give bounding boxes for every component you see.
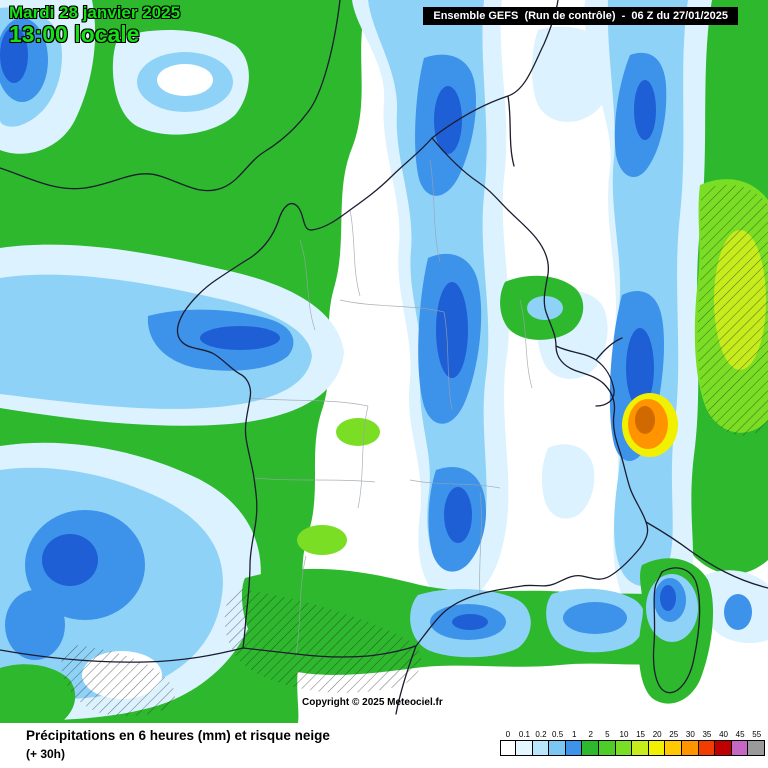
- legend-color-swatch: [531, 740, 550, 756]
- legend-color-swatch: [697, 740, 716, 756]
- legend-value: 2: [588, 730, 593, 739]
- legend-value: 40: [719, 730, 728, 739]
- legend-color-swatch: [747, 740, 765, 756]
- weather-map: [0, 0, 768, 723]
- legend-value: 45: [735, 730, 745, 739]
- copyright-notice: Copyright © 2025 Meteociel.fr: [302, 697, 443, 708]
- legend-value: 0: [505, 730, 511, 739]
- date-overlay: Mardi 28 janvier 2025 13:00 locale: [9, 3, 181, 48]
- legend-value: 1: [571, 730, 577, 739]
- italy-coastline: [645, 521, 768, 589]
- legend-color-swatch: [581, 740, 600, 756]
- spain-coastline: [0, 645, 417, 715]
- legend-cell: 35: [697, 730, 716, 756]
- model-run-banner: Ensemble GEFS (Run de contrôle) - 06 Z d…: [423, 7, 738, 25]
- legend-footer: Précipitations en 6 heures (mm) et risqu…: [0, 723, 768, 768]
- legend-color-swatch: [564, 740, 583, 756]
- map-area: Mardi 28 janvier 2025 13:00 locale Ensem…: [0, 0, 768, 723]
- legend-value: 20: [652, 730, 662, 739]
- snow-hatch-overlay: [61, 184, 768, 716]
- legend-cell: 45: [730, 730, 749, 756]
- legend-color-swatch: [664, 740, 683, 756]
- legend-color-swatch: [499, 740, 517, 756]
- legend-cell: 2: [581, 730, 600, 756]
- legend-cell: 1: [564, 730, 583, 756]
- department-borders: [249, 159, 533, 655]
- map-caption: Précipitations en 6 heures (mm) et risqu…: [26, 728, 330, 743]
- legend-color-swatch: [714, 740, 732, 756]
- legend-value: 15: [636, 730, 645, 739]
- lead-time: (+ 30h): [26, 747, 66, 761]
- legend-color-swatch: [598, 740, 616, 756]
- legend-color-swatch: [614, 740, 633, 756]
- legend-value: 35: [702, 730, 712, 739]
- switzerland-border: [555, 337, 623, 407]
- legend-value: 0.2: [535, 730, 547, 739]
- forecast-date: Mardi 28 janvier 2025: [9, 3, 181, 22]
- legend-cell: 10: [614, 730, 633, 756]
- legend-cell: 5: [598, 730, 616, 756]
- legend-cell: 40: [714, 730, 732, 756]
- legend: 0 0.1 0.2 0.5 1 2 5 10 15 20 25 30 35 40 45 55: [499, 730, 765, 756]
- legend-cell: 0.2: [531, 730, 550, 756]
- legend-cell: 15: [631, 730, 649, 756]
- legend-color-swatch: [631, 740, 649, 756]
- france-outline: [176, 137, 649, 658]
- legend-cell: 0.1: [515, 730, 533, 756]
- legend-cell: 0: [499, 730, 517, 756]
- legend-value: 0.5: [552, 730, 564, 739]
- precip-deep-blue-layer: [0, 27, 656, 586]
- legend-color-swatch: [681, 740, 699, 756]
- legend-value: 5: [605, 730, 610, 739]
- legend-cell: 25: [664, 730, 683, 756]
- legend-color-swatch: [515, 740, 533, 756]
- legend-color-swatch: [730, 740, 749, 756]
- legend-color-swatch: [647, 740, 666, 756]
- forecast-time: 13:00 locale: [9, 21, 140, 48]
- corsica-outline: [652, 567, 701, 694]
- legend-value: 30: [685, 730, 695, 739]
- legend-value: 10: [619, 730, 629, 739]
- england-coastline: [0, 0, 341, 192]
- legend-cell: 0.5: [548, 730, 566, 756]
- legend-color-swatch: [548, 740, 566, 756]
- legend-value: 0.1: [518, 730, 530, 739]
- legend-value: 55: [752, 730, 762, 739]
- country-borders: [0, 0, 768, 715]
- legend-value: 25: [669, 730, 679, 739]
- legend-cell: 55: [747, 730, 765, 756]
- legend-cell: 20: [647, 730, 666, 756]
- legend-cell: 30: [681, 730, 699, 756]
